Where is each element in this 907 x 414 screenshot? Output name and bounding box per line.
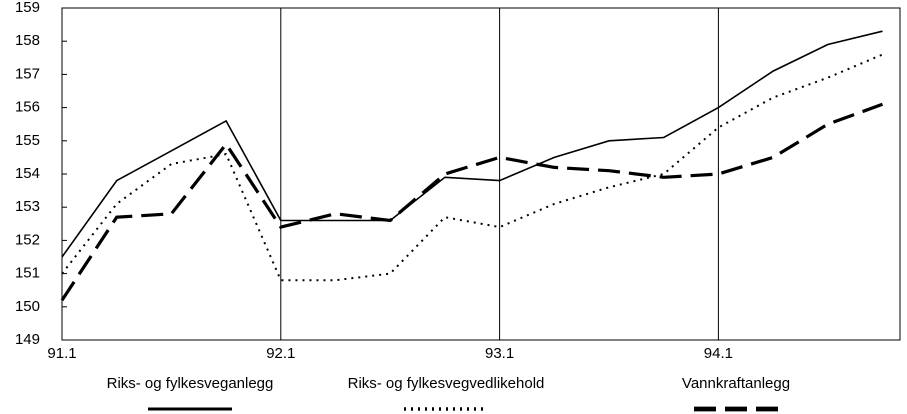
- y-tick-label: 151: [15, 265, 40, 282]
- plot-frame: [61, 7, 901, 341]
- y-tick-label: 153: [15, 198, 40, 215]
- legend-label: Vannkraftanlegg: [682, 375, 790, 392]
- y-tick-label: 152: [15, 231, 40, 248]
- legend-label: Riks- og fylkesveganlegg: [107, 375, 274, 392]
- x-tick-label: 91.1: [47, 345, 76, 362]
- y-tick-label: 149: [15, 331, 40, 348]
- series-line: [60, 102, 884, 302]
- y-tick-label: 154: [15, 165, 40, 182]
- y-tick-label: 157: [15, 65, 40, 82]
- y-tick-label: 155: [15, 132, 40, 149]
- series-line: [61, 53, 883, 282]
- y-tick-label: 159: [15, 0, 40, 16]
- x-tick-label: 94.1: [704, 345, 733, 362]
- y-tick-label: 158: [15, 32, 40, 49]
- y-tick-label: 156: [15, 99, 40, 116]
- legend-label: Riks- og fylkesvegvedlikehold: [348, 375, 545, 392]
- x-tick-label: 92.1: [266, 345, 295, 362]
- y-tick-label: 150: [15, 298, 40, 315]
- series-line: [61, 30, 883, 258]
- x-tick-label: 93.1: [485, 345, 514, 362]
